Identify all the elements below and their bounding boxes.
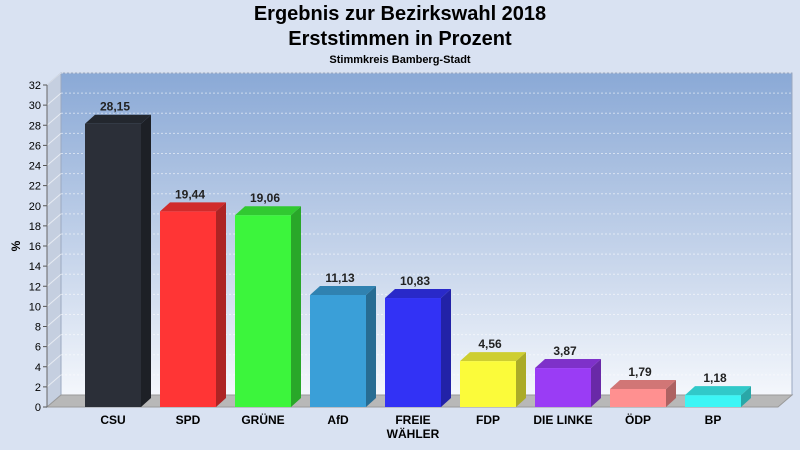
value-label: 19,06 xyxy=(250,191,280,205)
bar xyxy=(460,352,526,407)
bar-front xyxy=(160,211,216,407)
y-tick-label: 32 xyxy=(29,80,41,92)
y-tick-label: 22 xyxy=(29,181,41,193)
bar-side xyxy=(591,359,601,407)
gridline-side xyxy=(46,112,62,126)
bar-front xyxy=(685,395,741,407)
gridline-side xyxy=(46,233,62,247)
y-tick-label: 0 xyxy=(35,402,41,414)
bar-side xyxy=(666,379,676,407)
gridline-side xyxy=(46,92,62,106)
gridline-side xyxy=(46,153,62,166)
y-tick-label: 10 xyxy=(29,301,41,313)
y-tick-label: 14 xyxy=(29,261,41,273)
value-label: 10,83 xyxy=(400,274,430,288)
y-tick-label: 24 xyxy=(29,161,41,173)
bar-side xyxy=(216,202,226,407)
y-tick-label: 18 xyxy=(29,221,41,233)
bars xyxy=(85,114,751,407)
bar-front xyxy=(460,361,516,407)
bar xyxy=(160,202,226,407)
bar xyxy=(610,379,676,407)
bar-side xyxy=(441,289,451,407)
value-label: 11,13 xyxy=(325,271,355,285)
bar-top xyxy=(310,286,376,296)
bar-front xyxy=(535,368,591,407)
y-tick-label: 8 xyxy=(35,322,41,334)
category-label: BP xyxy=(705,413,722,427)
gridline-side xyxy=(46,314,62,327)
gridline-side xyxy=(46,132,62,146)
bar-side xyxy=(291,206,301,407)
bar xyxy=(310,286,376,407)
chart-subtitle-line: Erststimmen in Prozent xyxy=(288,28,512,50)
y-axis-label: % xyxy=(9,240,23,251)
category-label: GRÜNE xyxy=(241,412,284,427)
category-label: AfD xyxy=(327,413,349,427)
gridline-side xyxy=(46,334,62,348)
y-tick-label: 20 xyxy=(29,201,41,213)
y-tick-label: 30 xyxy=(29,100,41,112)
bar xyxy=(385,289,451,407)
y-tick-label: 4 xyxy=(35,362,41,374)
chart-subtitle: Stimmkreis Bamberg-Stadt xyxy=(329,54,471,66)
y-tick-label: 6 xyxy=(35,342,41,354)
bar-top xyxy=(610,379,676,389)
value-label: 3,87 xyxy=(553,344,577,358)
gridline-side xyxy=(46,193,62,207)
bar xyxy=(685,386,751,407)
gridline-side xyxy=(46,293,62,307)
y-tick-label: 16 xyxy=(29,241,41,253)
value-label: 1,79 xyxy=(628,365,652,379)
bar-side xyxy=(516,352,526,407)
value-label: 4,56 xyxy=(478,337,502,351)
bar-front xyxy=(310,295,366,407)
gridline-side xyxy=(46,253,62,267)
category-label: FDP xyxy=(476,413,500,427)
category-label: FREIE xyxy=(395,413,430,427)
category-label: DIE LINKE xyxy=(533,413,592,427)
chart-title: Ergebnis zur Bezirkswahl 2018 xyxy=(253,3,547,25)
gridline-side xyxy=(46,273,62,287)
bar-top xyxy=(385,289,451,299)
gridline-side xyxy=(46,72,62,86)
bar xyxy=(235,206,301,407)
value-label: 1,18 xyxy=(703,371,727,385)
bar xyxy=(85,114,151,407)
bar-top xyxy=(235,206,301,216)
category-label: WÄHLER xyxy=(387,426,440,441)
value-label: 28,15 xyxy=(100,100,130,114)
bar-side xyxy=(741,386,751,407)
labels: 28,15 CSU 19,44 SPD 19,06 GRÜNE 11,13 AfD 10,83 F… xyxy=(100,100,727,441)
bar-front xyxy=(235,215,291,407)
bar-front xyxy=(85,123,141,407)
gridline-side xyxy=(46,374,62,388)
gridline-side xyxy=(46,213,62,227)
gridline-side xyxy=(46,173,62,187)
bar-side xyxy=(366,286,376,407)
bar xyxy=(535,359,601,407)
bar-side xyxy=(141,114,151,407)
bar-top xyxy=(685,386,751,396)
bar-top xyxy=(535,359,601,369)
category-label: CSU xyxy=(100,413,125,427)
bar-front xyxy=(610,388,666,407)
bar-top xyxy=(460,352,526,362)
y-tick-label: 2 xyxy=(35,382,41,394)
y-tick-label: 28 xyxy=(29,120,41,132)
bar-top xyxy=(160,202,226,212)
value-label: 19,44 xyxy=(175,187,205,201)
category-label: ÖDP xyxy=(625,412,651,427)
bar-front xyxy=(385,298,441,407)
y-tick-label: 12 xyxy=(29,281,41,293)
bar-top xyxy=(85,114,151,124)
category-label: SPD xyxy=(176,413,201,427)
gridline-side xyxy=(46,354,62,368)
y-tick-label: 26 xyxy=(29,140,41,152)
